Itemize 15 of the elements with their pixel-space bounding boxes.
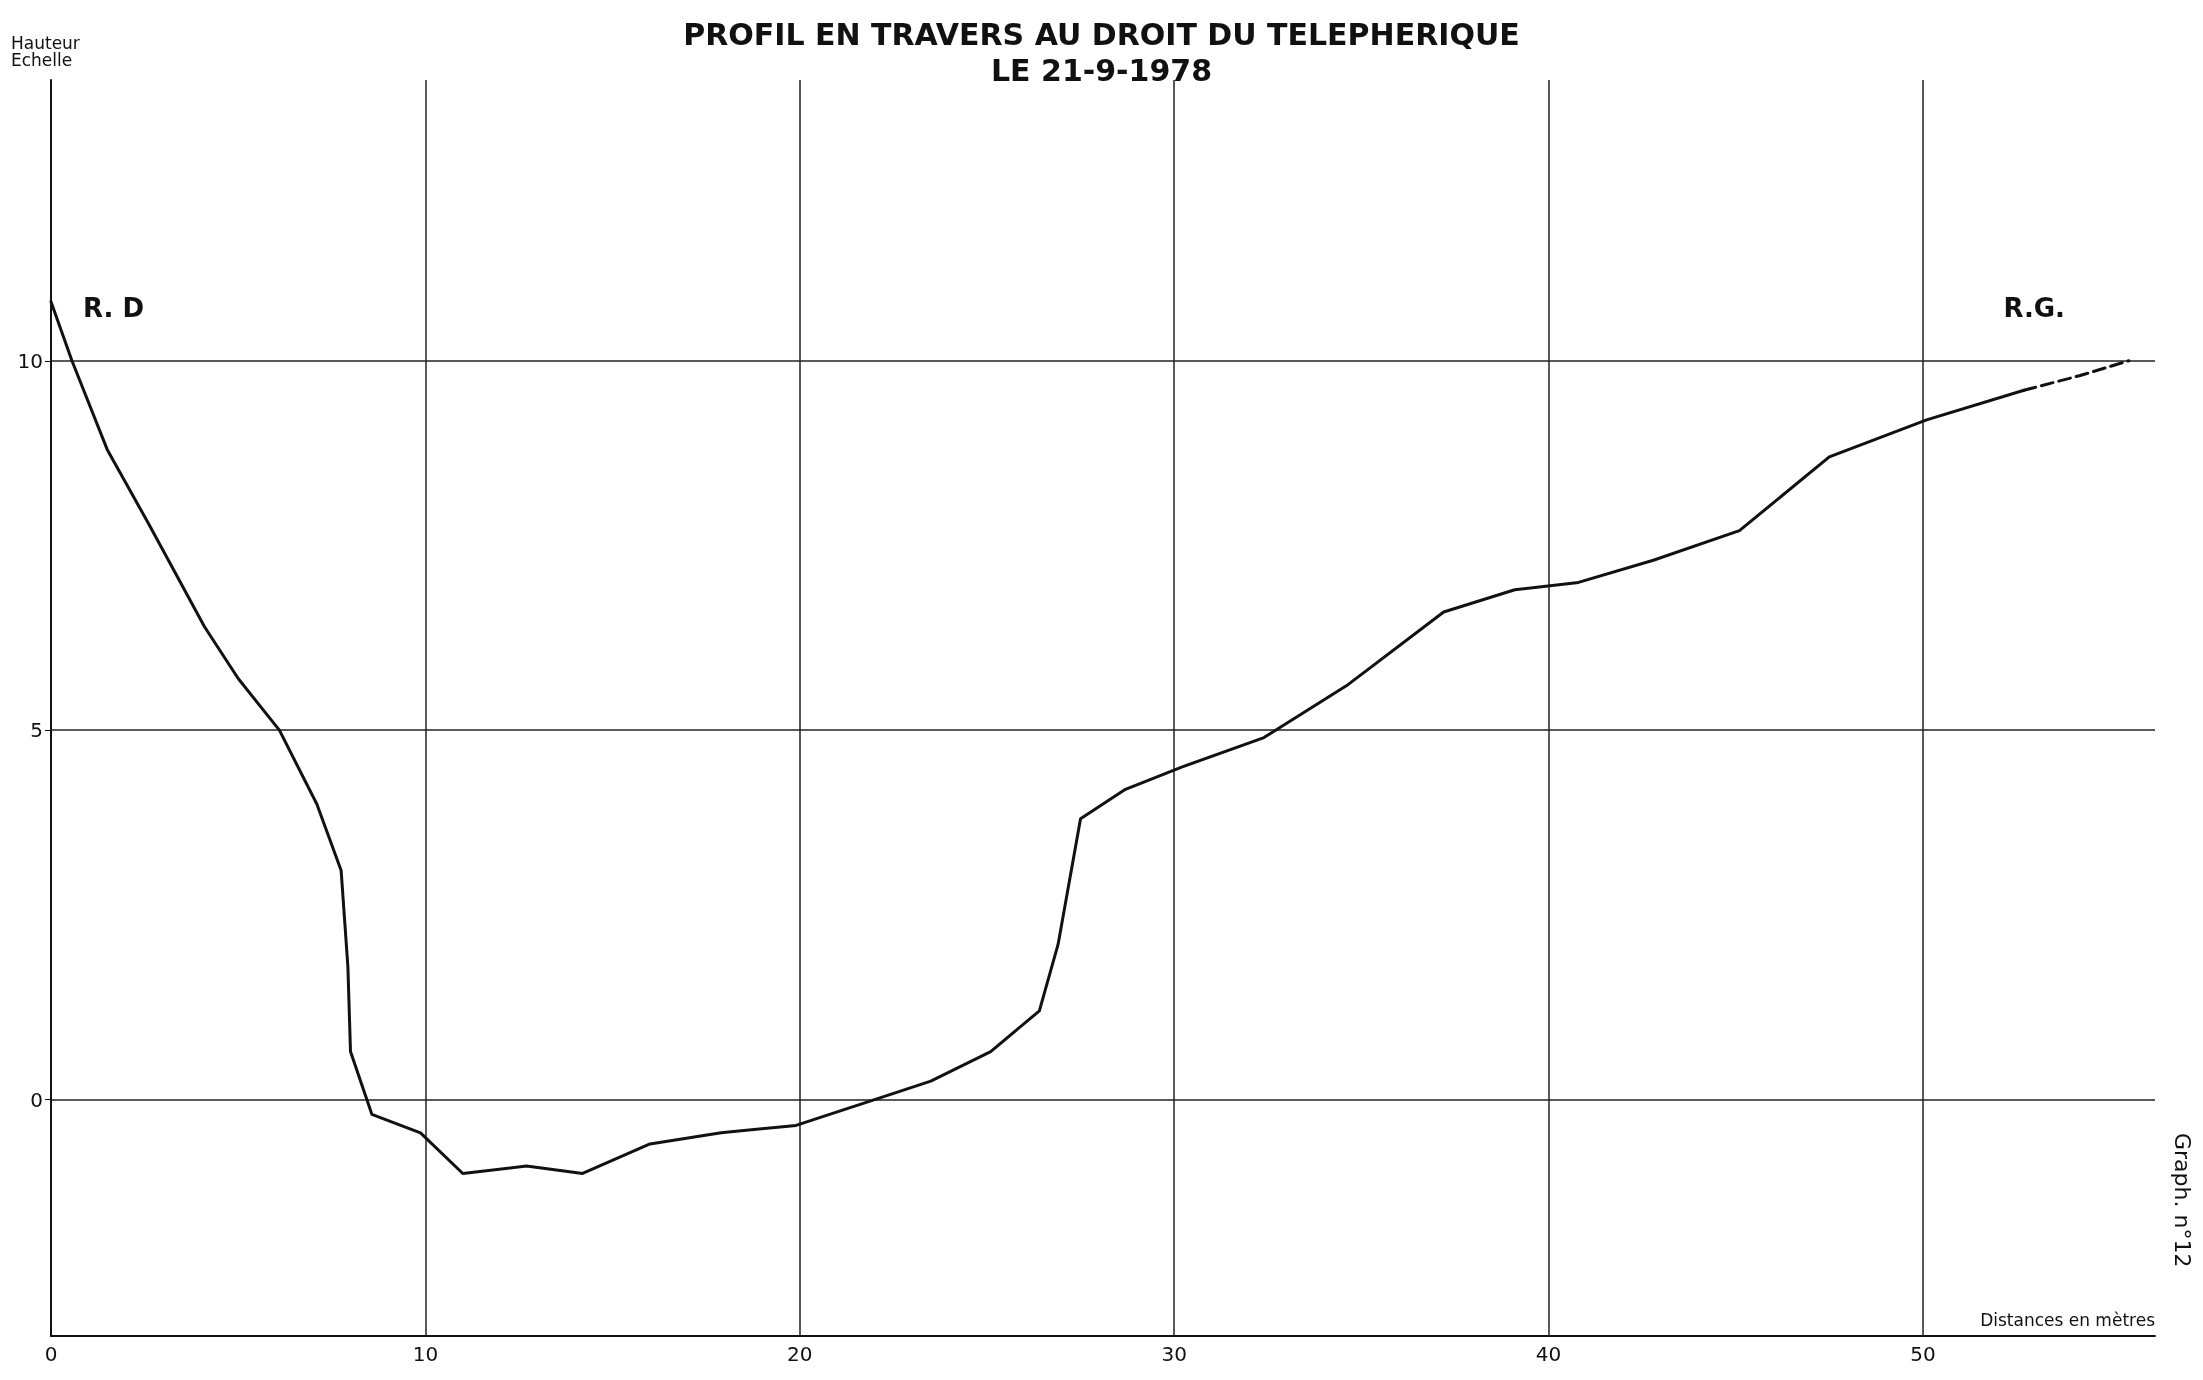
y-axis-title: Hauteur Echelle bbox=[11, 32, 80, 70]
annotation: R. D bbox=[83, 293, 145, 323]
x-tick-label: 50 bbox=[1910, 1342, 1936, 1366]
x-tick-label: 10 bbox=[412, 1342, 439, 1366]
chart-subtitle: LE 21-9-1978 bbox=[990, 52, 1213, 88]
annotation: R.G. bbox=[2003, 293, 2065, 323]
x-tick-label: 30 bbox=[1161, 1342, 1187, 1366]
y-tick-label: 5 bbox=[30, 718, 43, 743]
chart-title: PROFIL EN TRAVERS AU DROIT DU TELEPHERIQUE bbox=[683, 16, 1520, 52]
y-tick-label: 0 bbox=[30, 1087, 43, 1112]
x-tick-label: 20 bbox=[787, 1342, 813, 1366]
x-tick-label: 40 bbox=[1535, 1342, 1562, 1366]
y-tick-label: 10 bbox=[17, 348, 43, 373]
text: Graph. n°12 bbox=[2169, 1133, 2195, 1268]
x-axis-title: Distances en mètres bbox=[1980, 1309, 2156, 1330]
